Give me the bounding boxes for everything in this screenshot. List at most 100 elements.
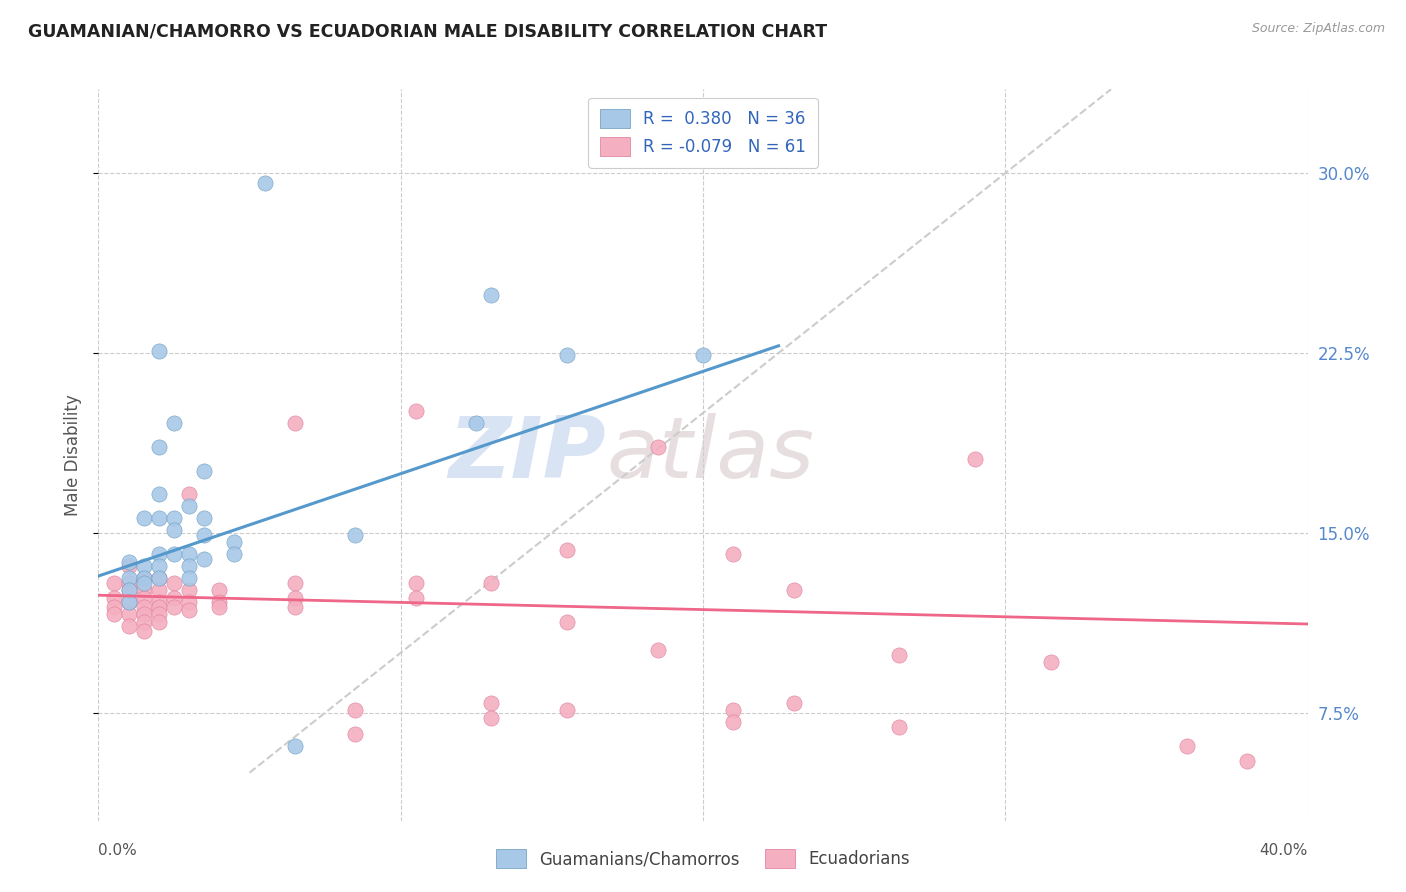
Point: [647, 643, 669, 657]
Point: [118, 571, 141, 585]
Point: [118, 559, 141, 574]
Point: [118, 619, 141, 633]
Point: [344, 703, 367, 717]
Point: [481, 710, 503, 724]
Text: 0.0%: 0.0%: [98, 843, 138, 858]
Point: [148, 583, 170, 598]
Point: [965, 451, 987, 466]
Point: [132, 591, 155, 605]
Point: [163, 576, 186, 591]
Point: [889, 720, 911, 734]
Point: [118, 583, 141, 598]
Point: [647, 440, 669, 454]
Point: [723, 548, 745, 562]
Point: [284, 591, 307, 605]
Point: [118, 595, 141, 609]
Point: [284, 600, 307, 615]
Text: ZIP: ZIP: [449, 413, 606, 497]
Point: [163, 524, 186, 538]
Point: [118, 595, 141, 609]
Point: [179, 548, 201, 562]
Point: [163, 600, 186, 615]
Point: [103, 576, 125, 591]
Point: [103, 591, 125, 605]
Point: [179, 602, 201, 616]
Y-axis label: Male Disability: Male Disability: [65, 394, 83, 516]
Point: [148, 559, 170, 574]
Point: [179, 571, 201, 585]
Point: [132, 511, 155, 525]
Point: [783, 583, 806, 598]
Point: [208, 583, 231, 598]
Point: [118, 607, 141, 622]
Point: [148, 511, 170, 525]
Point: [284, 576, 307, 591]
Point: [555, 615, 578, 629]
Point: [148, 440, 170, 454]
Text: atlas: atlas: [606, 413, 814, 497]
Point: [193, 552, 215, 566]
Point: [163, 511, 186, 525]
Point: [148, 571, 170, 585]
Point: [163, 591, 186, 605]
Point: [723, 703, 745, 717]
Point: [481, 576, 503, 591]
Point: [148, 548, 170, 562]
Point: [344, 528, 367, 542]
Point: [148, 487, 170, 501]
Point: [193, 463, 215, 477]
Point: [118, 576, 141, 591]
Point: [284, 739, 307, 754]
Point: [132, 571, 155, 585]
Point: [103, 600, 125, 615]
Point: [465, 416, 488, 430]
Point: [148, 615, 170, 629]
Point: [148, 607, 170, 622]
Point: [208, 600, 231, 615]
Point: [889, 648, 911, 662]
Point: [179, 500, 201, 514]
Point: [253, 176, 276, 190]
Point: [179, 559, 201, 574]
Point: [179, 595, 201, 609]
Point: [132, 615, 155, 629]
Point: [405, 576, 427, 591]
Point: [481, 288, 503, 302]
Point: [224, 535, 246, 549]
Point: [193, 528, 215, 542]
Point: [783, 696, 806, 710]
Text: 40.0%: 40.0%: [1260, 843, 1308, 858]
Point: [405, 591, 427, 605]
Point: [132, 624, 155, 639]
Point: [555, 703, 578, 717]
Point: [1039, 656, 1062, 670]
Point: [163, 548, 186, 562]
Point: [179, 583, 201, 598]
Point: [555, 542, 578, 557]
Legend: Guamanians/Chamorros, Ecuadorians: Guamanians/Chamorros, Ecuadorians: [486, 838, 920, 878]
Point: [132, 600, 155, 615]
Point: [148, 571, 170, 585]
Point: [103, 607, 125, 622]
Point: [132, 559, 155, 574]
Point: [344, 727, 367, 741]
Point: [193, 511, 215, 525]
Point: [224, 548, 246, 562]
Point: [132, 607, 155, 622]
Point: [405, 403, 427, 417]
Point: [163, 416, 186, 430]
Point: [208, 595, 231, 609]
Point: [148, 343, 170, 358]
Point: [148, 600, 170, 615]
Point: [723, 715, 745, 730]
Point: [132, 576, 155, 591]
Point: [118, 583, 141, 598]
Point: [1175, 739, 1198, 754]
Point: [692, 348, 714, 362]
Point: [1236, 754, 1258, 768]
Point: [284, 416, 307, 430]
Point: [132, 583, 155, 598]
Point: [179, 487, 201, 501]
Point: [148, 595, 170, 609]
Point: [481, 696, 503, 710]
